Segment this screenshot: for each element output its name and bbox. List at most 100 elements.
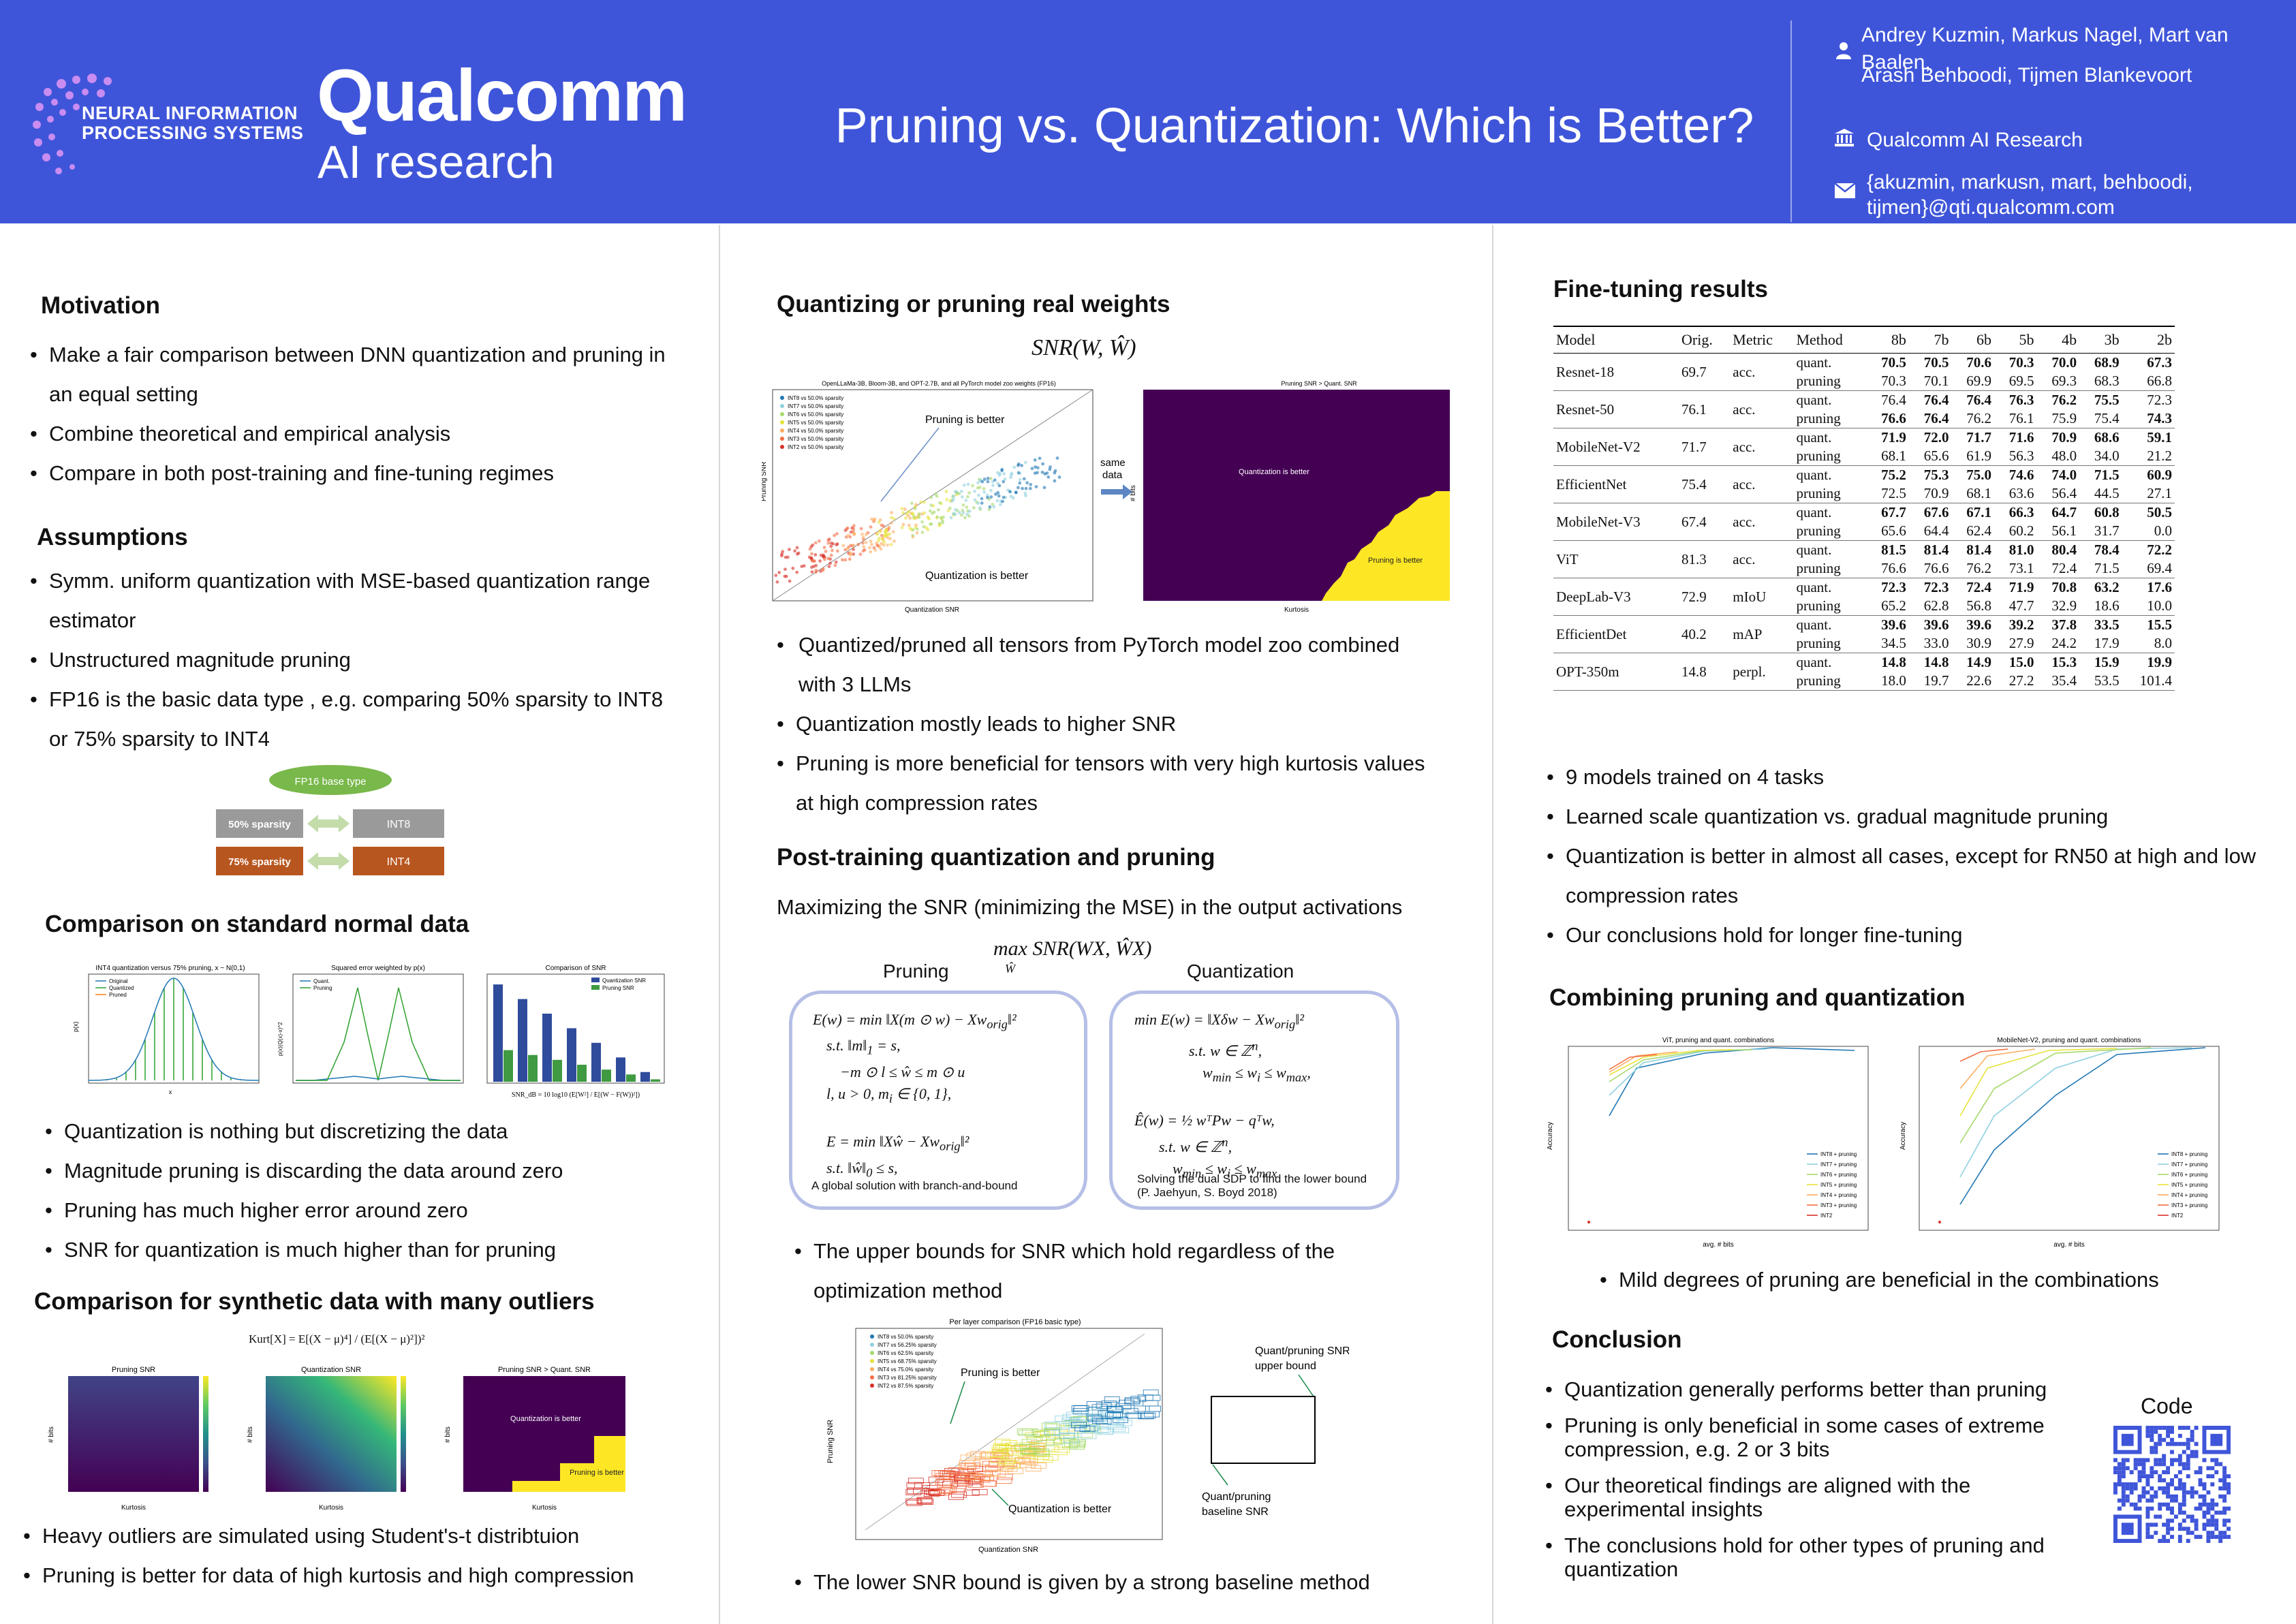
scatter-point — [1023, 460, 1027, 465]
qr-module — [2186, 1490, 2190, 1495]
qr-module — [2150, 1486, 2154, 1490]
qr-module — [2182, 1502, 2186, 1507]
qr-module — [2222, 1498, 2227, 1503]
table-cell: 75.4 — [2079, 409, 2122, 428]
qr-module — [2173, 1514, 2178, 1519]
layer-box — [985, 1465, 1002, 1471]
qr-module — [2177, 1458, 2182, 1463]
scatter-point — [880, 542, 883, 546]
table-cell: 72.3 — [1881, 579, 1906, 595]
table-cell: 60.9 — [2147, 467, 2172, 483]
scatter-point — [1038, 456, 1042, 460]
qr-module — [2141, 1490, 2146, 1495]
qr-module — [2166, 1426, 2171, 1430]
qr-module — [2117, 1466, 2122, 1471]
assumptions-list: Symm. uniform quantization with MSE-base… — [30, 561, 670, 759]
scatter-point — [953, 512, 957, 516]
qr-module — [2170, 1429, 2174, 1434]
finetune-table: Model Orig. Metric Method 8b 7b 6b 5b 4b… — [1553, 326, 2175, 691]
legend-entry: INT2 vs 87.5% sparsity — [878, 1383, 933, 1389]
table-cell: 76.6 — [1866, 409, 1909, 428]
legend-entry: Pruning SNR — [602, 985, 634, 991]
qr-finder-core — [2210, 1433, 2223, 1446]
table-cell: 76.2 — [1951, 559, 1994, 578]
scatter-point — [885, 533, 888, 537]
fp16-base-node — [269, 765, 392, 795]
qr-module — [2206, 1506, 2211, 1511]
qr-module — [2166, 1539, 2171, 1543]
scatter-point — [883, 530, 887, 533]
table-cell: 18.6 — [2079, 597, 2122, 616]
scatter-point — [1041, 462, 1044, 466]
scatter-point — [831, 542, 835, 546]
scatter-point — [879, 547, 883, 551]
qr-module — [2166, 1441, 2171, 1446]
table-cell: 39.6 — [1881, 616, 1906, 633]
layer-box — [934, 1470, 950, 1477]
layer-box — [1034, 1453, 1049, 1460]
int8-node — [353, 809, 444, 838]
sparsity-75-label: 75% sparsity — [228, 856, 291, 868]
ptq-intro: Maximizing the SNR (minimizing the MSE) … — [777, 895, 1403, 919]
scatter-point — [852, 524, 856, 528]
table-cell: quant. — [1796, 354, 1832, 371]
qr-module — [2137, 1470, 2142, 1475]
qr-code-icon[interactable] — [2113, 1426, 2231, 1543]
series-line — [1959, 1048, 2117, 1116]
table-cell: 53.5 — [2079, 672, 2122, 691]
qr-module — [2210, 1474, 2215, 1479]
table-cell: 65.2 — [1866, 597, 1909, 616]
layer-box — [1107, 1406, 1123, 1413]
legend-entry: INT7 vs 56.25% sparsity — [878, 1342, 937, 1348]
bar — [602, 1069, 611, 1082]
axis-label: p(x)(Q(x)-x)^2 — [277, 1022, 283, 1056]
bar — [640, 1072, 650, 1082]
scatter-point — [986, 476, 990, 480]
scatter-point — [917, 515, 921, 519]
scatter-point — [887, 525, 891, 529]
qr-module — [2145, 1478, 2150, 1483]
qr-module — [2133, 1506, 2138, 1511]
table-cell: 69.9 — [1951, 372, 1994, 391]
layer-box — [966, 1452, 982, 1459]
qr-module — [2186, 1474, 2190, 1479]
layer-box — [1109, 1425, 1126, 1432]
scatter-point — [920, 520, 924, 524]
scatter-point — [962, 483, 966, 487]
qr-module — [2150, 1494, 2154, 1499]
layer-box — [916, 1497, 933, 1503]
bar — [553, 1059, 562, 1082]
layer-box — [1091, 1404, 1108, 1411]
qr-module — [2145, 1522, 2150, 1527]
layer-box — [1062, 1414, 1079, 1420]
heatmap-quantization — [266, 1376, 397, 1492]
bound-box — [1211, 1396, 1316, 1464]
sparsity-50-node — [216, 809, 303, 838]
layer-box — [1002, 1465, 1018, 1472]
real-weights-figures: OpenLLaMa-3B, Bloom-3B, and OPT-2.7B, an… — [762, 380, 1450, 614]
qr-module — [2177, 1470, 2182, 1475]
table-row: OPT-350m 14.8 perpl. quant. 14.8 14.8 14.9 15.0… — [1553, 653, 2175, 691]
scatter-point — [882, 540, 886, 544]
qr-module — [2117, 1478, 2122, 1483]
layer-box — [1041, 1422, 1057, 1429]
conclusion-heading: Conclusion — [1552, 1326, 1682, 1353]
qr-module — [2125, 1466, 2130, 1471]
qr-module — [2117, 1474, 2122, 1479]
scatter-point — [976, 481, 980, 484]
qr-module — [2141, 1466, 2146, 1471]
column-separator-2 — [1492, 225, 1493, 1624]
column-header: Model — [1553, 326, 1679, 354]
table-cell: acc. — [1730, 465, 1794, 503]
scatter-point — [780, 552, 784, 556]
pruning-better-region — [512, 1436, 625, 1492]
table-cell: 71.9 — [1881, 429, 1906, 446]
table-cell: 69.5 — [1994, 372, 2037, 391]
scatter-point — [963, 516, 967, 520]
normal-data-list: Quantization is nothing but discretizing… — [45, 1112, 672, 1270]
scatter-point — [988, 505, 992, 509]
table-cell: 70.3 — [1866, 372, 1909, 391]
scatter-point — [1017, 462, 1021, 466]
table-cell: 74.0 — [2051, 467, 2077, 483]
table-cell: OPT-350m — [1553, 653, 1679, 691]
